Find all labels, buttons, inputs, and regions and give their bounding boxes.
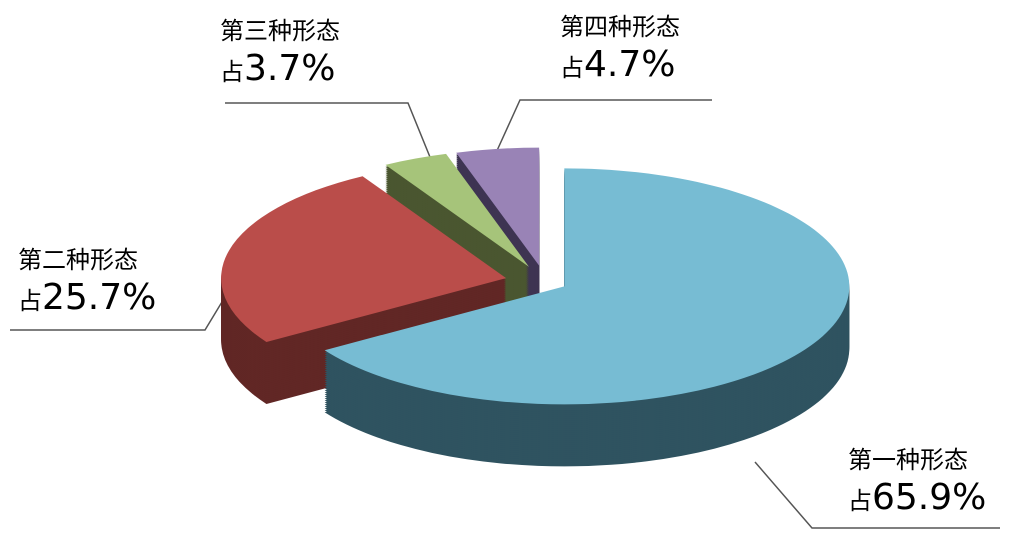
slice-2-name: 第二种形态 — [18, 246, 138, 274]
slice-1 — [324, 168, 850, 405]
slice-3-name: 第三种形态 — [220, 17, 340, 45]
label-slice-3: 第三种形态 占3.7% — [220, 16, 340, 91]
slice-3-value: 3.7% — [244, 48, 336, 89]
leader-lines — [10, 99, 1000, 529]
slice-3 — [385, 153, 529, 267]
slice-4-value: 4.7% — [584, 44, 676, 85]
slice-2-value: 25.7% — [42, 277, 157, 318]
slice-4-name: 第四种形态 — [560, 13, 680, 41]
slice-1-prefix: 占 — [848, 487, 872, 515]
slice-4 — [456, 147, 540, 266]
slice-3-prefix: 占 — [220, 58, 244, 86]
label-slice-2: 第二种形态 占25.7% — [18, 245, 156, 320]
label-slice-1: 第一种形态 占65.9% — [848, 445, 986, 520]
slice-4-prefix: 占 — [560, 54, 584, 82]
slice-2-prefix: 占 — [18, 287, 42, 315]
leader-line-3 — [225, 102, 433, 163]
label-slice-4: 第四种形态 占4.7% — [560, 12, 680, 87]
leader-line-2 — [10, 291, 229, 331]
slice-2 — [221, 176, 507, 342]
slice-1-value: 65.9% — [872, 477, 987, 518]
leader-line-1 — [754, 461, 1000, 529]
slice-1-name: 第一种形态 — [848, 446, 968, 474]
leader-line-4 — [494, 99, 712, 156]
